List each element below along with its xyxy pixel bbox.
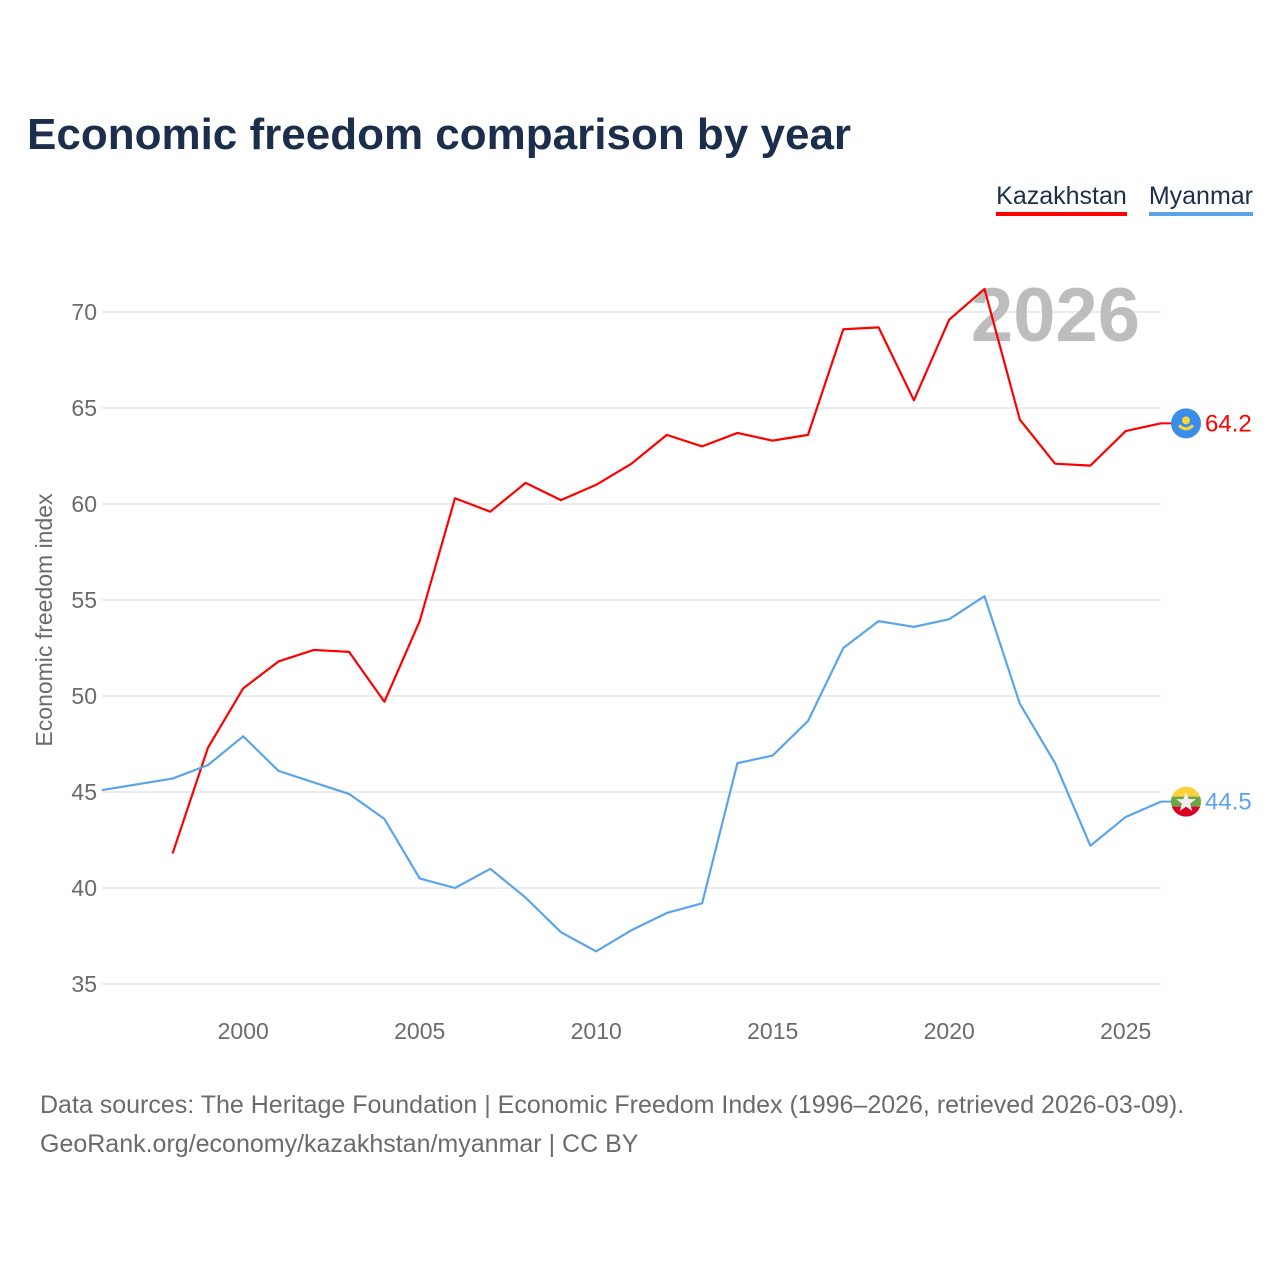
source-line-2[interactable]: GeoRank.org/economy/kazakhstan/myanmar |… <box>40 1130 639 1158</box>
x-tick-label: 2005 <box>394 1018 445 1044</box>
y-tick-label: 35 <box>71 971 97 997</box>
y-tick-label: 55 <box>71 587 97 613</box>
source-line-1: Data sources: The Heritage Foundation | … <box>40 1091 1185 1119</box>
y-tick-label: 70 <box>71 299 97 325</box>
legend-myanmar[interactable]: Myanmar <box>1148 182 1253 216</box>
kazakhstan-flag-icon <box>1171 408 1201 439</box>
end-value-label: 44.5 <box>1205 789 1252 816</box>
myanmar-flag-icon <box>1171 786 1201 817</box>
series-line-kazakhstan[interactable] <box>171 287 1162 854</box>
year-watermark: 2026 <box>971 273 1140 358</box>
series-line-myanmar[interactable] <box>101 595 1162 953</box>
y-tick-label: 60 <box>71 491 97 517</box>
x-tick-label: 2020 <box>924 1018 975 1044</box>
y-tick-label: 50 <box>71 683 97 709</box>
x-tick-label: 2015 <box>747 1018 798 1044</box>
y-tick-label: 65 <box>71 395 97 421</box>
legend-kazakhstan[interactable]: Kazakhstan <box>996 182 1127 216</box>
end-value-label: 64.2 <box>1205 410 1252 437</box>
x-tick-label: 2000 <box>218 1018 269 1044</box>
y-axis-label: Economic freedom index <box>31 493 57 747</box>
x-tick-label: 2010 <box>571 1018 622 1044</box>
chart-title: Economic freedom comparison by year <box>27 110 852 159</box>
source-note: Data sources: The Heritage Foundation | … <box>40 1086 1184 1164</box>
y-tick-label: 40 <box>71 875 97 901</box>
y-tick-label: 45 <box>71 779 97 805</box>
legend: Kazakhstan Myanmar <box>996 182 1253 216</box>
x-tick-label: 2025 <box>1100 1018 1151 1044</box>
